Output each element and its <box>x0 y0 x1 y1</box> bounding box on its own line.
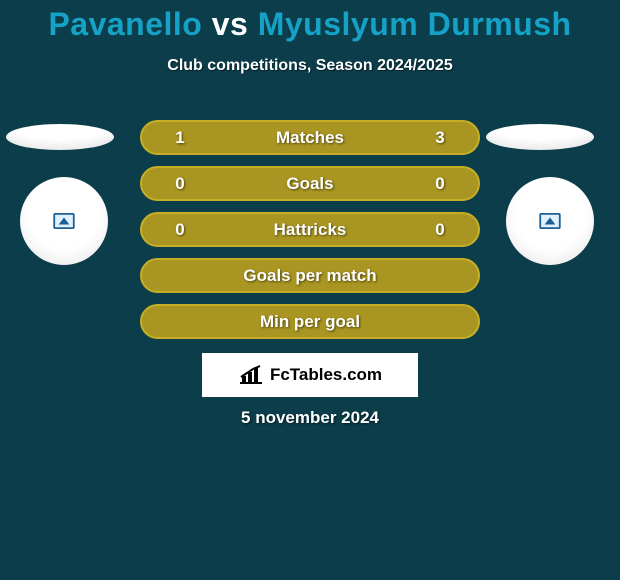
player2-photo-slot <box>486 124 594 150</box>
stat-right-value: 0 <box>420 174 460 194</box>
stat-label: Matches <box>200 128 420 148</box>
player2-club-badge-slot <box>506 177 594 265</box>
title-player1: Pavanello <box>48 6 202 42</box>
stat-row-matches: 1 Matches 3 <box>140 120 480 155</box>
stat-row-goals-per-match: Goals per match <box>140 258 480 293</box>
stat-row-goals: 0 Goals 0 <box>140 166 480 201</box>
placeholder-badge-icon <box>53 213 75 229</box>
stat-right-value: 0 <box>420 220 460 240</box>
bar-chart-icon <box>238 365 264 385</box>
player1-photo-slot <box>6 124 114 150</box>
title-vs: vs <box>212 6 249 42</box>
stat-label: Hattricks <box>200 220 420 240</box>
stat-row-min-per-goal: Min per goal <box>140 304 480 339</box>
title-player2: Myuslyum Durmush <box>258 6 572 42</box>
page-title: Pavanello vs Myuslyum Durmush <box>0 0 620 43</box>
player1-club-badge-slot <box>20 177 108 265</box>
stats-container: 1 Matches 3 0 Goals 0 0 Hattricks 0 Goal… <box>140 120 480 350</box>
stat-label: Goals per match <box>200 266 420 286</box>
stat-left-value: 0 <box>160 220 200 240</box>
attribution-box: FcTables.com <box>202 353 418 397</box>
stat-right-value: 3 <box>420 128 460 148</box>
comparison-card: Pavanello vs Myuslyum Durmush Club compe… <box>0 0 620 580</box>
stat-left-value: 0 <box>160 174 200 194</box>
stat-row-hattricks: 0 Hattricks 0 <box>140 212 480 247</box>
stat-label: Min per goal <box>200 312 420 332</box>
attribution-text: FcTables.com <box>270 365 382 385</box>
date-text: 5 november 2024 <box>0 408 620 428</box>
stat-label: Goals <box>200 174 420 194</box>
placeholder-badge-icon <box>539 213 561 229</box>
stat-left-value: 1 <box>160 128 200 148</box>
subtitle: Club competitions, Season 2024/2025 <box>0 57 620 75</box>
attribution-content: FcTables.com <box>238 365 382 385</box>
